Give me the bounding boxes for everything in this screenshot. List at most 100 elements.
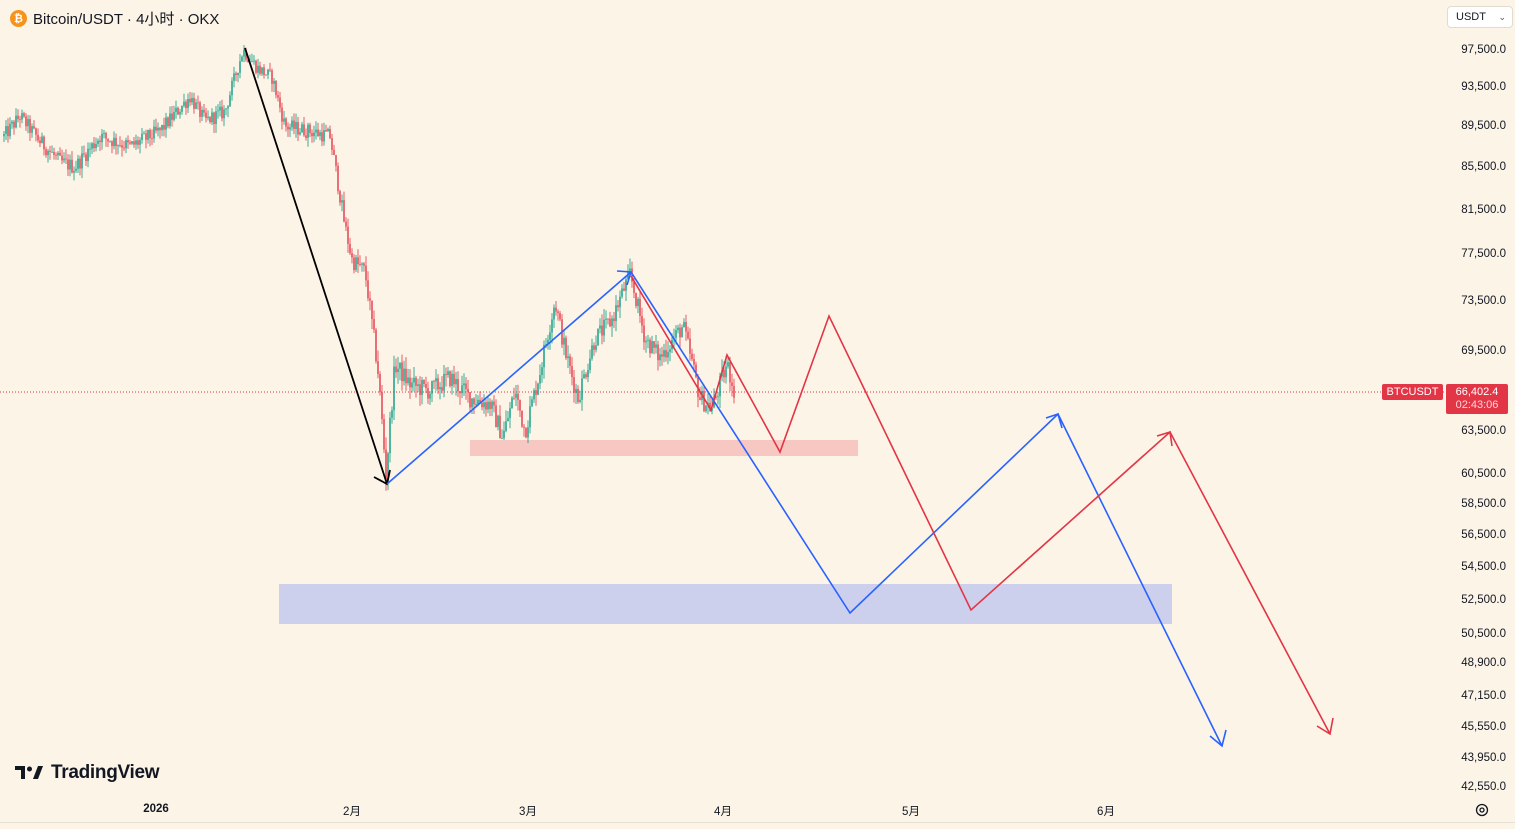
candle-body xyxy=(605,318,607,320)
candle-body xyxy=(219,106,221,111)
candle-body xyxy=(257,65,259,73)
candle-body xyxy=(441,387,443,391)
candle-body xyxy=(567,356,569,359)
candle-body xyxy=(345,221,347,227)
price-tick-label: 58,500.0 xyxy=(1461,498,1506,510)
candle-body xyxy=(437,378,439,390)
candle-body xyxy=(395,366,397,373)
bitcoin-icon: ₿ xyxy=(10,10,27,27)
candle-body xyxy=(685,321,687,332)
candle-body xyxy=(521,410,523,427)
candle-body xyxy=(89,148,91,150)
settings-gear-icon[interactable] xyxy=(1474,802,1490,818)
candle-body xyxy=(383,419,385,450)
candle-body xyxy=(229,95,231,107)
candle-body xyxy=(587,370,589,378)
candle-body xyxy=(609,318,611,327)
candle-body xyxy=(367,280,369,299)
candle-body xyxy=(167,117,169,127)
candle-body xyxy=(155,126,157,131)
candle-body xyxy=(559,313,561,320)
candle-body xyxy=(593,345,595,350)
candle-body xyxy=(261,67,263,74)
candle-body xyxy=(107,138,109,142)
candle-body xyxy=(717,396,719,398)
price-tick-label: 50,500.0 xyxy=(1461,628,1506,640)
candle-body xyxy=(173,112,175,120)
candle-body xyxy=(53,151,55,155)
candle-body xyxy=(641,315,643,326)
candle-body xyxy=(527,427,529,438)
candle-body xyxy=(653,341,655,348)
candle-body xyxy=(307,124,309,138)
candle-body xyxy=(585,374,587,378)
candle-body xyxy=(445,373,447,375)
candle-body xyxy=(297,122,299,135)
candle-body xyxy=(575,388,577,393)
candle-body xyxy=(601,325,603,336)
candle-body xyxy=(133,141,135,145)
candle-body xyxy=(439,387,441,390)
candle-body xyxy=(165,117,167,130)
candle-body xyxy=(81,153,83,169)
candle-body xyxy=(659,354,661,361)
candle-body xyxy=(509,408,511,419)
candle-body xyxy=(679,327,681,338)
currency-select[interactable]: USDT ⌄ xyxy=(1447,6,1513,28)
candle-body xyxy=(187,99,189,108)
candle-body xyxy=(247,59,249,62)
candle-body xyxy=(93,143,95,149)
candle-body xyxy=(557,311,559,314)
candle-body xyxy=(447,371,449,375)
candle-body xyxy=(211,112,213,123)
candle-body xyxy=(123,147,125,149)
candle-body xyxy=(637,298,639,307)
black-decline-arrow[interactable] xyxy=(244,47,391,486)
candle-body xyxy=(387,453,389,481)
candle-body xyxy=(151,138,153,139)
candle-body xyxy=(15,115,17,128)
candle-body xyxy=(55,154,57,156)
candle-body xyxy=(461,385,463,394)
candle-body xyxy=(431,381,433,394)
candle-body xyxy=(75,168,77,171)
candle-body xyxy=(79,158,81,169)
price-tick-label: 93,500.0 xyxy=(1461,81,1506,93)
price-axis[interactable]: 97,500.0 93,500.0 89,500.0 85,500.0 81,500.0… xyxy=(1446,0,1515,829)
candle-body xyxy=(417,384,419,386)
candle-body xyxy=(45,149,47,156)
blue-projection-path[interactable] xyxy=(630,271,1227,748)
candle-body xyxy=(139,139,141,145)
candle-body xyxy=(657,344,659,361)
price-tick-label: 60,500.0 xyxy=(1461,468,1506,480)
candle-body xyxy=(479,399,481,404)
candle-body xyxy=(153,126,155,139)
candle-body xyxy=(599,325,601,329)
candle-body xyxy=(117,145,119,147)
tradingview-logo[interactable]: TradingView xyxy=(15,762,160,784)
symbol-header[interactable]: ₿ Bitcoin/USDT · 4小时 · OKX xyxy=(10,8,219,29)
candle-body xyxy=(5,126,7,134)
candle-body xyxy=(341,200,343,203)
candle-body xyxy=(725,366,727,378)
blue-demand-zone[interactable] xyxy=(279,584,1172,624)
candle-body xyxy=(337,165,339,192)
candle-body xyxy=(293,120,295,129)
candle-body xyxy=(595,345,597,350)
candle-body xyxy=(217,110,219,112)
candle-body xyxy=(359,264,361,265)
candle-body xyxy=(543,344,545,368)
candle-body xyxy=(691,353,693,360)
candle-body xyxy=(121,145,123,148)
candle-body xyxy=(497,415,499,428)
candle-body xyxy=(477,399,479,405)
red-projection-path[interactable] xyxy=(630,275,1334,736)
pink-support-zone[interactable] xyxy=(470,440,858,456)
price-tick-label: 47,150.0 xyxy=(1461,690,1506,702)
candle-body xyxy=(189,99,191,103)
candle-body xyxy=(535,390,537,395)
candle-body xyxy=(699,397,701,401)
candle-body xyxy=(111,141,113,147)
price-tick-label: 73,500.0 xyxy=(1461,295,1506,307)
